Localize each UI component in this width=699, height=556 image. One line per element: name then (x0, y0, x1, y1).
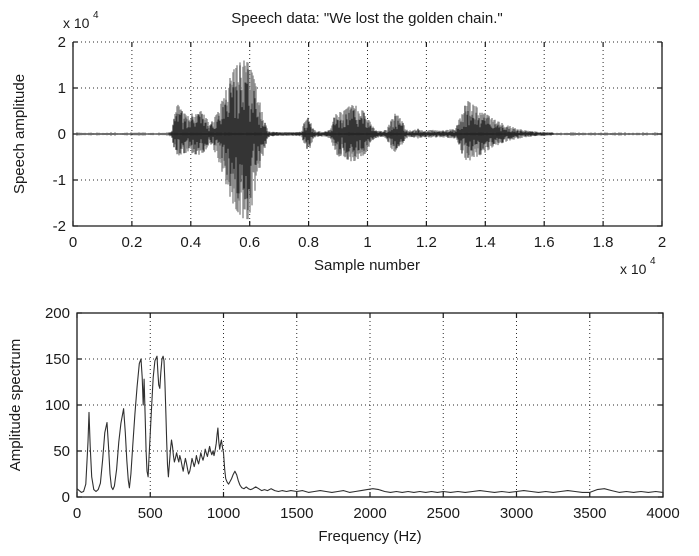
y-tick-label: 0 (58, 126, 66, 143)
y-tick-label: 150 (45, 351, 70, 368)
x-tick-label: 2500 (427, 505, 460, 522)
waveform-detail-series (168, 65, 554, 211)
x-tick-label: 1.4 (475, 234, 496, 251)
waveform-x-scale-exponent: 4 (650, 256, 656, 267)
x-tick-label: 1000 (207, 505, 240, 522)
y-tick-label: 0 (62, 489, 70, 506)
waveform-y-scale-exponent: 4 (93, 10, 99, 21)
axis-ticks (72, 41, 663, 227)
x-tick-label: 1.8 (593, 234, 614, 251)
x-tick-label: 3500 (573, 505, 606, 522)
spectrum-xlabel: Frequency (Hz) (318, 528, 421, 545)
waveform-xlabel: Sample number (314, 257, 420, 274)
waveform-baseline-noise (72, 132, 662, 136)
y-tick-label: 1 (58, 80, 66, 97)
y-tick-label: 50 (53, 443, 70, 460)
axis-ticks (76, 312, 664, 498)
x-tick-label: 3000 (500, 505, 533, 522)
x-tick-label: 0 (73, 505, 81, 522)
x-tick-label: 1500 (280, 505, 313, 522)
waveform-ylabel: Speech amplitude (11, 74, 28, 194)
x-tick-label: 2000 (353, 505, 386, 522)
x-tick-label: 500 (138, 505, 163, 522)
x-tick-label: 0.4 (180, 234, 201, 251)
x-tick-label: 0 (69, 234, 77, 251)
y-tick-label: 200 (45, 305, 70, 322)
y-tick-label: 2 (58, 34, 66, 51)
spectrum-plot: 0 500 1000 1500 2000 2500 3000 3500 4000 0 50 100 15… (45, 305, 680, 522)
waveform-plot: 0 0.2 0.4 0.6 0.8 1 1.2 1.4 1.6 1.8 2 -2 -1 0 1 2 (53, 34, 667, 251)
x-tick-label: 1 (363, 234, 371, 251)
waveform-x-scale-label: x 10 (620, 261, 647, 277)
spectrum-series (76, 355, 664, 493)
waveform-title: Speech data: "We lost the golden chain." (231, 10, 502, 27)
waveform-y-scale-label: x 10 (63, 15, 90, 31)
x-tick-label: 2 (658, 234, 666, 251)
x-tick-label: 4000 (646, 505, 679, 522)
spectrum-ylabel: Amplitude spectrum (7, 339, 24, 472)
y-tick-label: -2 (53, 218, 66, 235)
x-tick-label: 0.2 (121, 234, 142, 251)
x-tick-label: 1.2 (416, 234, 437, 251)
y-tick-label: 100 (45, 397, 70, 414)
x-tick-label: 0.8 (298, 234, 319, 251)
y-tick-label: -1 (53, 172, 66, 189)
x-tick-label: 1.6 (534, 234, 555, 251)
x-tick-label: 0.6 (239, 234, 260, 251)
